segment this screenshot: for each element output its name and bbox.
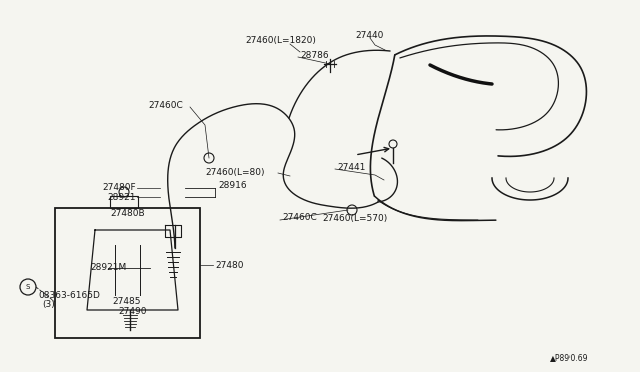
Bar [55,208,200,338]
Text: 27460C: 27460C [282,214,317,222]
Text: 28921M: 28921M [90,263,126,273]
Text: (3): (3) [42,301,55,310]
Text: 27460(L=80): 27460(L=80) [205,167,264,176]
Text: 27460(L=1820): 27460(L=1820) [245,35,316,45]
Text: 27490: 27490 [118,308,147,317]
Text: 28786: 28786 [300,51,328,60]
Text: ▲P89ⁱ0.69: ▲P89ⁱ0.69 [550,353,589,362]
Text: 27480: 27480 [215,260,243,269]
Bar [110,196,138,208]
Text: 08363-6165D: 08363-6165D [38,291,100,299]
Text: 27485: 27485 [112,298,141,307]
Text: 27480F: 27480F [102,183,136,192]
Text: 28921: 28921 [108,192,136,202]
Text: 28916: 28916 [218,180,246,189]
Text: 27440: 27440 [355,32,383,41]
Text: 27480B: 27480B [110,208,145,218]
Text: 27460C: 27460C [148,100,183,109]
Text: S: S [26,284,30,290]
Text: 27460(L=570): 27460(L=570) [322,214,387,222]
Text: 27441: 27441 [337,163,365,171]
